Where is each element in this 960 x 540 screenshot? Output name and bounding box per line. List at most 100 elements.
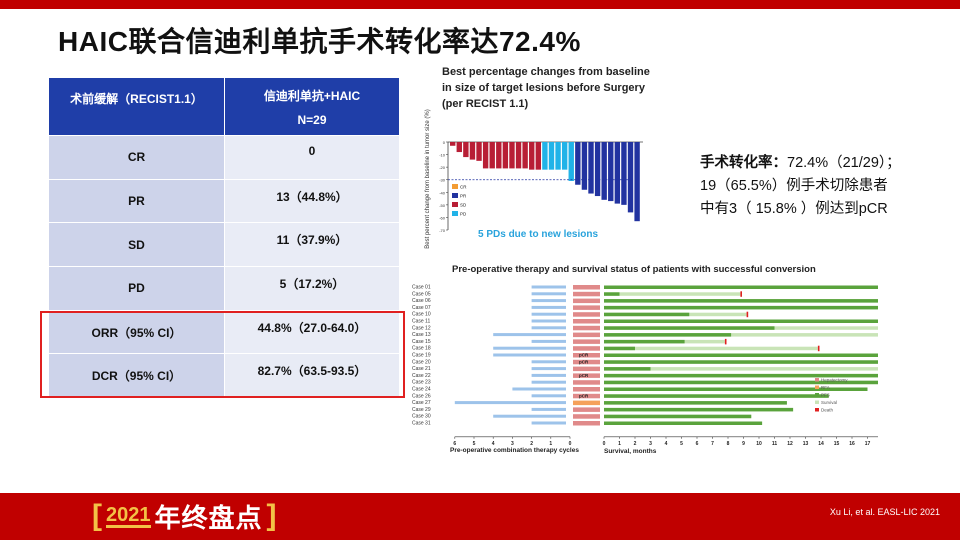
waterfall-bar (555, 142, 561, 170)
legend-swatch-pd (452, 211, 458, 216)
left-x-tick-label: 4 (492, 441, 495, 447)
case-label: Case 10 (412, 312, 431, 318)
left-x-tick-label: 1 (549, 441, 552, 447)
pfs-bar (604, 367, 651, 371)
waterfall-bar (456, 142, 462, 153)
cycles-bar (531, 394, 566, 398)
hepatectomy-bar (573, 346, 600, 351)
cycles-bar (493, 414, 566, 418)
waterfall-bar (608, 142, 614, 202)
case-label: Case 26 (412, 393, 431, 399)
row-label: DCR（95% CI） (48, 353, 225, 399)
row-value: 5（17.2%） (224, 266, 400, 311)
summary-line-1: 手术转化率：72.4%（21/29）； (700, 152, 950, 175)
response-table: 术前缓解（RECIST1.1） 信迪利单抗+HAIC N=29 CR 0 PR 13… (48, 77, 400, 399)
waterfall-bar (568, 142, 574, 181)
waterfall-title-line: Best percentage changes from baseline (442, 66, 650, 78)
pcr-label: pCR (579, 353, 589, 358)
right-x-tick-label: 17 (865, 441, 871, 447)
citation: Xu Li, et al. EASL-LIC 2021 (829, 507, 940, 517)
pfs-bar (604, 360, 878, 364)
waterfall-bar (621, 142, 627, 205)
case-label: Case 13 (412, 332, 431, 338)
waterfall-bar (482, 142, 489, 169)
y-tick-label: 0 (443, 140, 446, 145)
case-label: Case 12 (412, 325, 431, 331)
right-x-tick-label: 9 (742, 441, 745, 447)
right-x-tick-label: 7 (711, 441, 714, 447)
legend-label-death: Death (821, 408, 834, 413)
table-header-col2-line1: 信迪利单抗+HAIC (263, 89, 361, 103)
right-x-tick-label: 3 (649, 441, 652, 447)
right-x-tick-label: 2 (634, 441, 637, 447)
waterfall-bar (601, 142, 607, 200)
cycles-bar (531, 312, 566, 316)
row-label: CR (48, 135, 225, 180)
case-label: Case 24 (412, 387, 431, 393)
case-label: Case 18 (412, 346, 431, 352)
hepatectomy-bar (573, 373, 600, 378)
row-value: 0 (224, 135, 400, 180)
rfa-bar (573, 400, 600, 406)
pfs-bar (604, 380, 878, 385)
legend-label-pfs: PFS (821, 393, 830, 398)
cycles-bar (531, 367, 566, 371)
cycles-bar (531, 319, 566, 323)
pfs-bar (604, 387, 868, 391)
waterfall-bar (627, 142, 634, 213)
hepatectomy-bar (573, 393, 600, 399)
hepatectomy-bar (573, 414, 600, 419)
pcr-label: pCR (579, 359, 589, 364)
table-header-col2: 信迪利单抗+HAIC N=29 (224, 77, 400, 136)
row-value: 11（37.9%） (224, 222, 400, 268)
case-label: Case 22 (412, 373, 431, 379)
row-label: PR (48, 178, 225, 224)
case-label: Case 27 (412, 400, 431, 406)
hepatectomy-bar (573, 332, 600, 338)
y-tick-label: -60 (439, 215, 446, 220)
hepatectomy-bar (573, 291, 600, 297)
case-label: Case 20 (412, 359, 431, 365)
death-marker (746, 311, 749, 318)
bracket-left: [ (92, 499, 102, 532)
survival-chart-title: Pre-operative therapy and survival statu… (452, 264, 816, 275)
waterfall-bar (594, 142, 601, 197)
case-label: Case 31 (412, 421, 431, 427)
cycles-bar (493, 346, 566, 350)
waterfall-bar (515, 142, 522, 169)
right-x-tick-label: 11 (772, 441, 778, 447)
y-tick-label: -20 (439, 165, 446, 170)
cycles-bar (531, 407, 566, 411)
cycles-bar (531, 326, 566, 330)
pfs-bar (604, 305, 878, 310)
right-x-tick-label: 15 (834, 441, 840, 447)
right-x-tick-label: 1 (618, 441, 621, 447)
legend-swatch-pr (452, 193, 458, 198)
legend-label-pd: PD (460, 212, 467, 217)
left-x-tick-label: 3 (511, 441, 514, 447)
row-value: 13（44.8%） (224, 178, 400, 224)
row-label: ORR（95% CI） (48, 309, 225, 355)
right-x-tick-label: 6 (696, 441, 699, 447)
waterfall-bar (450, 142, 456, 146)
waterfall-bar (529, 142, 535, 170)
pfs-bar (604, 339, 685, 344)
summary-text: 手术转化率：72.4%（21/29）； 19（65.5%）例手术切除患者 中有3… (700, 152, 950, 221)
case-label: Case 06 (412, 298, 431, 304)
left-x-tick-label: 6 (453, 441, 456, 447)
waterfall-bar (535, 142, 542, 170)
waterfall-title-line: (per RECIST 1.1) (442, 98, 529, 110)
case-label: Case 21 (412, 366, 431, 372)
pfs-bar (604, 299, 878, 303)
waterfall-chart: 0 -10 -20 -30 -40 -50 -60 -70 CR PR SD PD (439, 140, 643, 233)
pfs-bar (604, 414, 752, 419)
brand-year: 2021 (106, 503, 151, 528)
right-x-tick-label: 16 (849, 441, 855, 447)
legend-swatch-death (815, 408, 819, 412)
footer-bar (0, 493, 960, 540)
waterfall-bar (614, 142, 621, 204)
y-tick-label: -70 (439, 228, 446, 233)
hepatectomy-bar (573, 380, 600, 385)
waterfall-title: Best percentage changes from baseline in… (442, 64, 650, 112)
cycles-bar (512, 387, 566, 391)
